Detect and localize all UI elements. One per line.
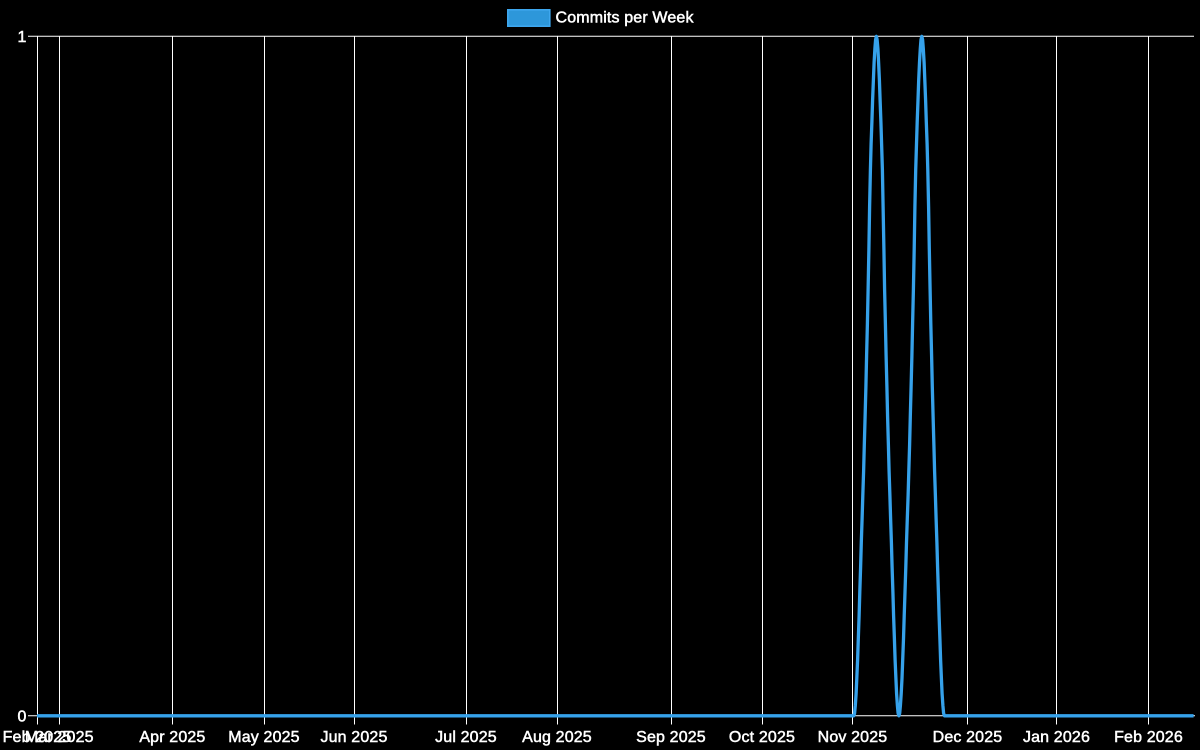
svg-text:Nov 2025: Nov 2025: [818, 729, 888, 746]
svg-text:Jun 2025: Jun 2025: [320, 729, 387, 746]
svg-text:Jul 2025: Jul 2025: [435, 729, 497, 746]
svg-text:Oct 2025: Oct 2025: [729, 729, 795, 746]
svg-text:Feb 2026: Feb 2026: [1114, 729, 1183, 746]
svg-text:Sep 2025: Sep 2025: [636, 729, 706, 746]
svg-text:Feb 2025: Feb 2025: [3, 729, 72, 746]
svg-text:May 2025: May 2025: [228, 729, 299, 746]
svg-text:Mar 2025: Mar 2025: [25, 729, 94, 746]
svg-text:Apr 2025: Apr 2025: [139, 729, 205, 746]
svg-text:Dec 2025: Dec 2025: [933, 729, 1003, 746]
svg-text:Jan 2026: Jan 2026: [1023, 729, 1090, 746]
svg-text:1: 1: [17, 29, 26, 46]
svg-text:0: 0: [17, 709, 26, 726]
svg-text:Commits per Week: Commits per Week: [556, 10, 695, 27]
svg-text:Aug 2025: Aug 2025: [522, 729, 592, 746]
